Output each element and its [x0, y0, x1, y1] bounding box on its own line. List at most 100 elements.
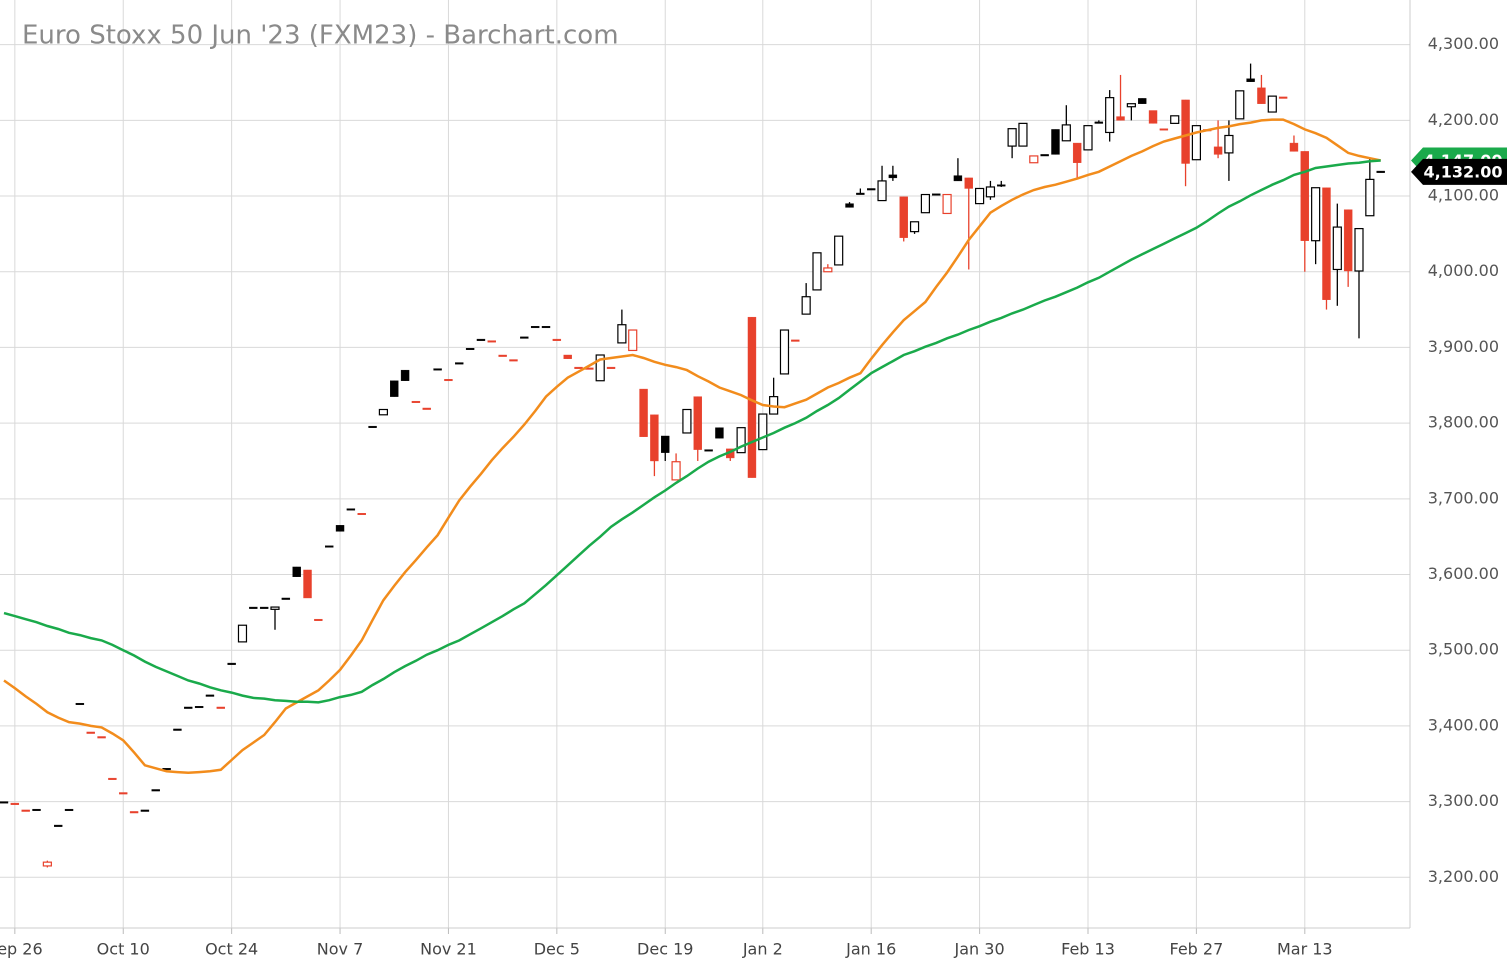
- x-tick-label: Feb 27: [1170, 940, 1224, 959]
- candle-body: [368, 425, 377, 428]
- candle-body: [10, 802, 20, 805]
- candle-body: [704, 449, 713, 452]
- candle-body: [249, 606, 258, 609]
- candle-body: [487, 340, 496, 343]
- candle-body: [801, 296, 811, 315]
- candle-body: [1213, 146, 1223, 155]
- x-tick-label: Nov 7: [317, 940, 364, 959]
- candle-body: [823, 267, 833, 273]
- candle-body: [1300, 151, 1310, 241]
- candle-body: [671, 461, 681, 481]
- candle-body: [1224, 134, 1234, 154]
- candle-body: [303, 569, 312, 599]
- candle-body: [1191, 125, 1202, 161]
- candle-body: [920, 193, 931, 214]
- candle-body: [1148, 110, 1158, 124]
- candle-body: [259, 606, 269, 609]
- candle-body: [791, 339, 800, 342]
- candle-body: [650, 414, 659, 462]
- candle-body: [758, 413, 768, 451]
- candle-body: [530, 326, 540, 329]
- candle-body: [97, 736, 106, 739]
- candle-body: [205, 694, 215, 697]
- candle-body: [574, 366, 583, 369]
- candle-body: [21, 809, 30, 812]
- candle-body: [0, 801, 9, 804]
- y-tick-label: 4,200.00: [1428, 110, 1499, 129]
- candle-body: [1376, 170, 1385, 173]
- candle-body: [54, 824, 63, 827]
- candle-body: [1072, 142, 1082, 163]
- candle-body: [682, 408, 692, 434]
- candle-body: [1278, 96, 1288, 99]
- candle-body: [985, 186, 996, 198]
- candle-body: [1257, 87, 1266, 104]
- candle-body: [1083, 125, 1093, 151]
- candle-body: [64, 808, 74, 811]
- y-tick-label: 4,300.00: [1428, 34, 1499, 53]
- candle-body: [606, 366, 616, 369]
- candle-body: [498, 354, 507, 357]
- candle-body: [476, 338, 486, 341]
- candle-body: [184, 706, 193, 709]
- y-tick-label: 4,100.00: [1428, 186, 1499, 205]
- candle-body: [281, 597, 291, 600]
- candle-body: [617, 324, 627, 344]
- candle-body: [1246, 78, 1255, 82]
- candle-body: [75, 702, 85, 705]
- candle-body: [227, 662, 236, 665]
- candle-body: [736, 427, 746, 454]
- candle-body: [1170, 115, 1180, 124]
- candle-body: [888, 174, 898, 179]
- candle-body: [942, 193, 952, 215]
- candle-body: [433, 368, 442, 371]
- candle-body: [1322, 187, 1331, 300]
- candle-body: [119, 792, 128, 795]
- candle-body: [194, 706, 204, 709]
- candle-body: [1018, 122, 1028, 147]
- candle-body: [1051, 129, 1060, 155]
- candle-body: [346, 508, 356, 511]
- candle-body: [628, 329, 638, 352]
- candle-body: [867, 188, 876, 191]
- candle-body: [129, 811, 139, 814]
- x-tick-label: Oct 24: [205, 940, 258, 959]
- y-tick-label: 3,500.00: [1428, 640, 1499, 659]
- candle-body: [444, 379, 453, 382]
- candle-body: [216, 706, 226, 709]
- candle-body: [552, 338, 562, 341]
- x-tick-label: Dec 19: [637, 940, 693, 959]
- x-tick-label: Sep 26: [0, 940, 43, 959]
- moving-average-line: [3, 118, 1381, 775]
- candle-body: [390, 380, 399, 397]
- price-tag-label: 4,132.00: [1424, 162, 1503, 181]
- candle-body: [173, 728, 182, 731]
- candle-body: [237, 624, 248, 643]
- candle-body: [997, 184, 1006, 187]
- candle-body: [974, 187, 985, 205]
- candle-body: [455, 362, 464, 365]
- candle-body: [1007, 128, 1017, 147]
- candle-body: [693, 396, 702, 450]
- candle-body: [1365, 178, 1375, 217]
- candle-body: [834, 235, 844, 266]
- candle-body: [1137, 98, 1147, 104]
- candle-body: [964, 177, 973, 189]
- candle-body: [953, 175, 963, 182]
- candle-body: [378, 408, 388, 416]
- candle-body: [1105, 97, 1115, 134]
- candle-body: [909, 221, 920, 233]
- candle-body: [335, 525, 345, 532]
- candle-body: [292, 566, 301, 577]
- candle-body: [1354, 227, 1364, 272]
- candle-body: [899, 196, 908, 238]
- x-tick-label: Jan 30: [954, 940, 1005, 959]
- moving-average-line: [3, 159, 1381, 704]
- x-tick-label: Jan 2: [742, 940, 783, 959]
- candle-body: [411, 400, 421, 403]
- candle-body: [1267, 95, 1277, 113]
- candle-body: [1235, 90, 1245, 120]
- x-tick-label: Feb 13: [1061, 940, 1115, 959]
- candle-body: [1040, 154, 1049, 157]
